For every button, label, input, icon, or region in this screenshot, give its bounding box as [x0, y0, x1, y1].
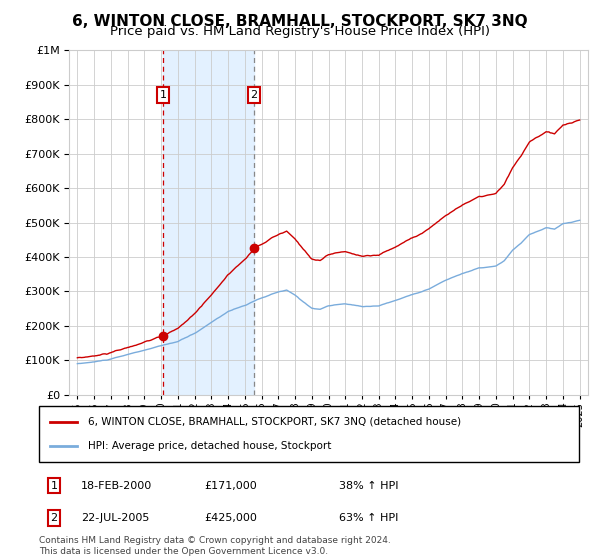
Text: 1: 1	[50, 480, 58, 491]
Text: Contains HM Land Registry data © Crown copyright and database right 2024.
This d: Contains HM Land Registry data © Crown c…	[39, 536, 391, 556]
Text: 2: 2	[50, 513, 58, 523]
Text: 18-FEB-2000: 18-FEB-2000	[81, 480, 152, 491]
Text: 63% ↑ HPI: 63% ↑ HPI	[339, 513, 398, 523]
Text: 1: 1	[160, 90, 167, 100]
Text: 22-JUL-2005: 22-JUL-2005	[81, 513, 149, 523]
Text: 38% ↑ HPI: 38% ↑ HPI	[339, 480, 398, 491]
Text: 2: 2	[250, 90, 257, 100]
Text: HPI: Average price, detached house, Stockport: HPI: Average price, detached house, Stoc…	[88, 441, 331, 451]
Text: £171,000: £171,000	[204, 480, 257, 491]
Text: £425,000: £425,000	[204, 513, 257, 523]
FancyBboxPatch shape	[39, 406, 579, 462]
Text: Price paid vs. HM Land Registry's House Price Index (HPI): Price paid vs. HM Land Registry's House …	[110, 25, 490, 38]
Bar	[163, 50, 254, 395]
Text: 6, WINTON CLOSE, BRAMHALL, STOCKPORT, SK7 3NQ (detached house): 6, WINTON CLOSE, BRAMHALL, STOCKPORT, SK…	[88, 417, 461, 427]
Text: 6, WINTON CLOSE, BRAMHALL, STOCKPORT, SK7 3NQ: 6, WINTON CLOSE, BRAMHALL, STOCKPORT, SK…	[72, 14, 528, 29]
